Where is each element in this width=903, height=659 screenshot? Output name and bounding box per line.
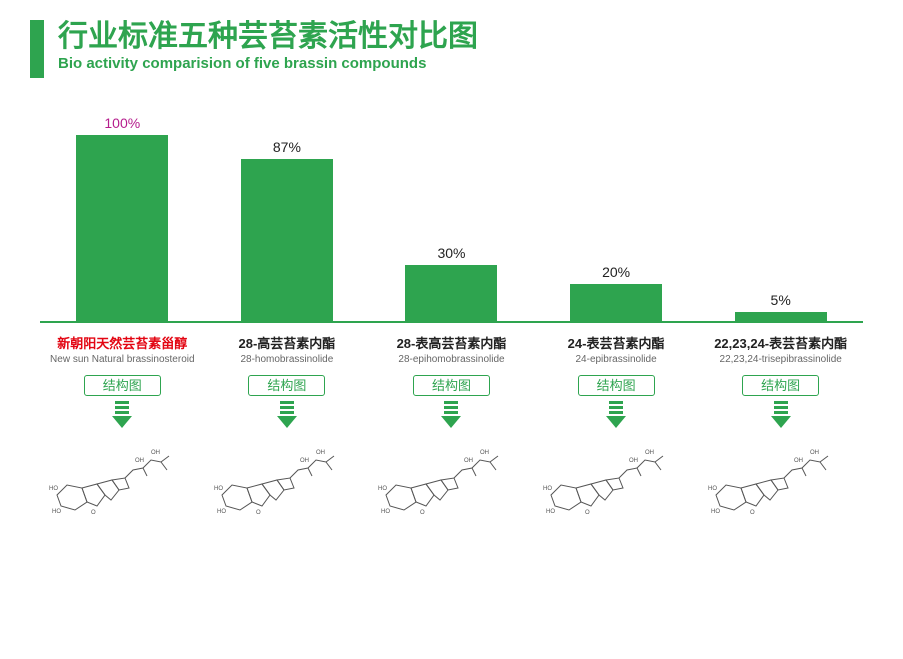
svg-text:O: O <box>585 510 590 516</box>
x-axis-label-en: 22,23,24-trisepibrassinolide <box>701 354 861 365</box>
svg-text:OH: OH <box>629 458 638 464</box>
svg-text:HO: HO <box>378 486 387 492</box>
bar-value-label: 30% <box>437 245 465 261</box>
bar-column: 100% <box>76 113 168 321</box>
x-axis-label-cn: 22,23,24-表芸苔素内酯 <box>701 333 861 352</box>
bar-column: 87% <box>241 113 333 321</box>
down-arrow-icon <box>207 401 367 436</box>
title-block: 行业标准五种芸苔素活性对比图 Bio activity comparision … <box>30 20 873 78</box>
svg-text:HO: HO <box>49 486 58 492</box>
x-axis-label-cn: 新朝阳天然芸苔素甾醇 <box>42 333 202 352</box>
svg-text:HO: HO <box>546 509 555 515</box>
svg-text:OH: OH <box>645 450 654 456</box>
svg-text:OH: OH <box>135 458 144 464</box>
molecule-row: HO HO O OH OH HO HO O OH OH <box>40 440 863 530</box>
x-axis-label: 28-高芸苔素内酯 28-homobrassinolide <box>207 333 367 365</box>
x-axis-label: 28-表高芸苔素内酯 28-epihomobrassinolide <box>371 333 531 365</box>
bar-value-label: 87% <box>273 139 301 155</box>
bar-value-label: 20% <box>602 264 630 280</box>
structure-button[interactable]: 结构图 <box>742 375 819 396</box>
structure-button-cell: 结构图 <box>42 375 202 395</box>
structure-button-cell: 结构图 <box>207 375 367 395</box>
structure-button-cell: 结构图 <box>701 375 861 395</box>
x-axis-label-cn: 28-高芸苔素内酯 <box>207 333 367 352</box>
svg-text:HO: HO <box>52 509 61 515</box>
bar-column: 20% <box>570 113 662 321</box>
title-accent-bar <box>30 20 44 78</box>
molecule-structure: HO HO O OH OH <box>701 440 861 530</box>
x-axis-label-cn: 28-表高芸苔素内酯 <box>371 333 531 352</box>
svg-text:HO: HO <box>217 509 226 515</box>
svg-text:OH: OH <box>151 450 160 456</box>
x-axis-label-en: New sun Natural brassinosteroid <box>42 354 202 365</box>
bar-value-label: 100% <box>104 115 140 131</box>
bar-column: 5% <box>735 113 827 321</box>
bar-value-label: 5% <box>771 292 791 308</box>
structure-button[interactable]: 结构图 <box>578 375 655 396</box>
svg-text:O: O <box>750 510 755 516</box>
title-text: 行业标准五种芸苔素活性对比图 Bio activity comparision … <box>58 20 478 72</box>
svg-text:OH: OH <box>794 458 803 464</box>
x-axis-label-en: 28-epihomobrassinolide <box>371 354 531 365</box>
down-arrow-icon <box>536 401 696 436</box>
title-en: Bio activity comparision of five brassin… <box>58 55 478 72</box>
molecule-structure: HO HO O OH OH <box>536 440 696 530</box>
structure-button-cell: 结构图 <box>371 375 531 395</box>
bar <box>405 265 497 321</box>
x-axis-label: 22,23,24-表芸苔素内酯 22,23,24-trisepibrassinol… <box>701 333 861 365</box>
bar-column: 30% <box>405 113 497 321</box>
structure-button-cell: 结构图 <box>536 375 696 395</box>
bar <box>735 312 827 321</box>
molecule-structure: HO HO O OH OH <box>371 440 531 530</box>
x-axis-label-en: 28-homobrassinolide <box>207 354 367 365</box>
down-arrow-icon <box>701 401 861 436</box>
svg-text:O: O <box>91 510 96 516</box>
bar-chart: 100% 87% 30% 20% 5% <box>40 113 863 323</box>
arrow-row <box>40 401 863 436</box>
bar <box>76 135 168 321</box>
structure-button-row: 结构图 结构图 结构图 结构图 结构图 <box>40 375 863 395</box>
svg-text:OH: OH <box>300 458 309 464</box>
x-axis-labels: 新朝阳天然芸苔素甾醇 New sun Natural brassinosteroi… <box>40 333 863 365</box>
x-axis-label: 新朝阳天然芸苔素甾醇 New sun Natural brassinosteroi… <box>42 333 202 365</box>
x-axis-label: 24-表芸苔素内酯 24-epibrassinolide <box>536 333 696 365</box>
svg-text:OH: OH <box>480 450 489 456</box>
svg-text:HO: HO <box>214 486 223 492</box>
molecule-structure: HO HO O OH OH <box>42 440 202 530</box>
svg-text:OH: OH <box>810 450 819 456</box>
svg-text:HO: HO <box>711 509 720 515</box>
svg-text:HO: HO <box>708 486 717 492</box>
x-axis-label-en: 24-epibrassinolide <box>536 354 696 365</box>
svg-text:OH: OH <box>464 458 473 464</box>
svg-text:HO: HO <box>381 509 390 515</box>
svg-text:O: O <box>256 510 261 516</box>
svg-text:OH: OH <box>316 450 325 456</box>
structure-button[interactable]: 结构图 <box>84 375 161 396</box>
bar <box>241 159 333 321</box>
svg-text:HO: HO <box>543 486 552 492</box>
chart-area: 100% 87% 30% 20% 5% 新朝阳天然芸苔素甾醇 New sun Natura… <box>30 113 873 530</box>
structure-button[interactable]: 结构图 <box>413 375 490 396</box>
down-arrow-icon <box>42 401 202 436</box>
svg-text:O: O <box>420 510 425 516</box>
title-cn: 行业标准五种芸苔素活性对比图 <box>58 20 478 55</box>
down-arrow-icon <box>371 401 531 436</box>
x-axis-label-cn: 24-表芸苔素内酯 <box>536 333 696 352</box>
molecule-structure: HO HO O OH OH <box>207 440 367 530</box>
bar <box>570 284 662 321</box>
structure-button[interactable]: 结构图 <box>248 375 325 396</box>
